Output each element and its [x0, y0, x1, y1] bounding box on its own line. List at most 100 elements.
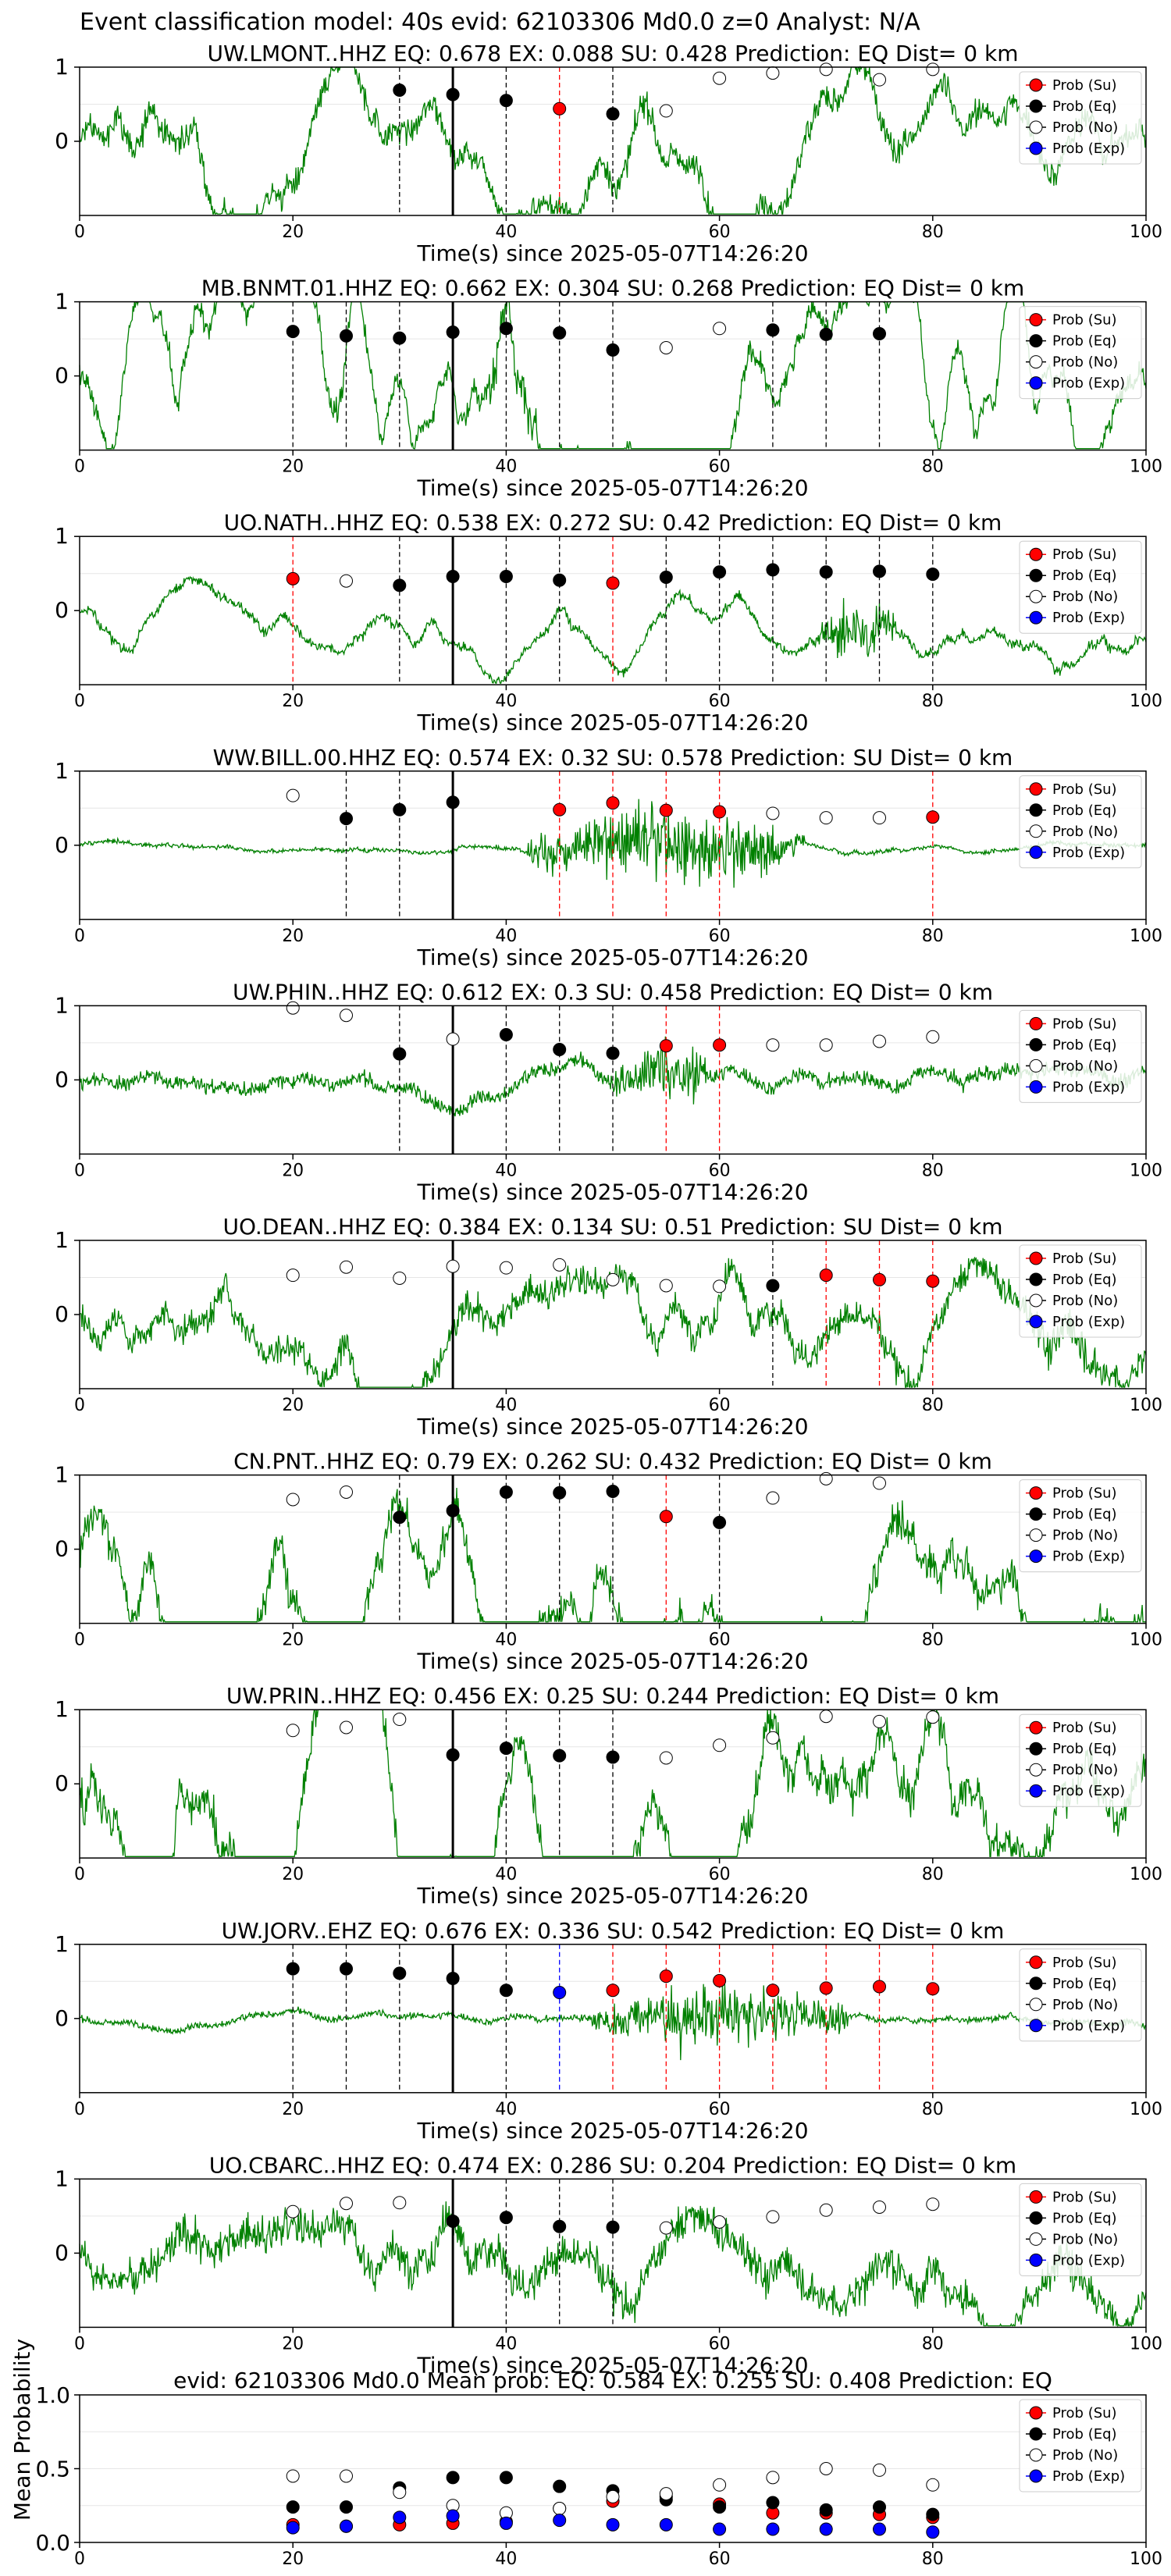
- x-tick-label: 60: [709, 2100, 731, 2119]
- x-axis-label: Time(s) since 2025-05-07T14:26:20: [416, 1179, 808, 1204]
- legend-label: Prob (No): [1052, 354, 1118, 371]
- legend-marker: [1029, 1976, 1043, 1991]
- mean-marker-eq: [926, 2507, 940, 2521]
- prob-marker-su: [606, 796, 620, 810]
- legend-label: Prob (Exp): [1052, 1549, 1125, 1565]
- legend-label: Prob (No): [1052, 2231, 1118, 2247]
- prob-marker-no: [926, 1710, 940, 1724]
- station-panel: UO.NATH..HHZ EQ: 0.538 EX: 0.272 SU: 0.4…: [55, 510, 1162, 735]
- x-tick-label: 60: [709, 457, 731, 477]
- x-tick-label: 100: [1130, 1865, 1162, 1884]
- legend-label: Prob (Exp): [1052, 1079, 1125, 1095]
- y-tick-label: 0: [55, 1066, 69, 1092]
- x-tick-label: 0: [74, 222, 85, 242]
- y-tick-label: 1: [55, 1462, 69, 1488]
- prob-marker-eq: [446, 1503, 460, 1517]
- x-axis-label: Time(s) since 2025-05-07T14:26:20: [416, 2118, 808, 2144]
- prob-marker-eq: [446, 570, 460, 583]
- mean-marker-eq: [766, 2496, 780, 2510]
- prob-marker-eq: [446, 1972, 460, 1985]
- x-tick-label: 60: [709, 222, 731, 242]
- legend-marker: [1029, 845, 1043, 859]
- prob-marker-eq: [553, 573, 567, 587]
- x-tick-label: 100: [1130, 2334, 1162, 2354]
- prob-marker-no: [659, 1751, 673, 1765]
- x-tick-label: 80: [922, 692, 944, 711]
- prob-marker-no: [393, 1271, 407, 1285]
- prob-marker-no: [873, 1476, 886, 1490]
- y-tick-label: 1: [55, 1931, 69, 1957]
- legend-box: [1019, 1479, 1142, 1573]
- y-tick-label: 1: [55, 758, 69, 784]
- prob-marker-eq: [713, 1515, 727, 1529]
- legend-label: Prob (No): [1052, 119, 1118, 136]
- x-tick-label: 80: [922, 2334, 944, 2354]
- panel-title: CN.PNT..HHZ EQ: 0.79 EX: 0.262 SU: 0.432…: [233, 1449, 992, 1475]
- station-panel: MB.BNMT.01.HHZ EQ: 0.662 EX: 0.304 SU: 0…: [55, 276, 1162, 501]
- legend-marker: [1029, 120, 1043, 134]
- mean-marker-eq: [446, 2471, 460, 2485]
- legend-box: [1019, 71, 1142, 165]
- mean-marker-no: [659, 2487, 673, 2501]
- prob-marker-no: [713, 322, 727, 336]
- x-tick-label: 100: [1130, 222, 1162, 242]
- mean-marker-exp: [659, 2517, 673, 2532]
- prob-marker-no: [713, 1279, 727, 1293]
- prob-marker-eq: [393, 1047, 407, 1061]
- x-tick-label: 20: [282, 457, 304, 477]
- legend-marker: [1029, 2253, 1043, 2267]
- prob-marker-no: [340, 1009, 353, 1023]
- prob-marker-eq: [819, 327, 833, 341]
- panel-title: UW.PRIN..HHZ EQ: 0.456 EX: 0.25 SU: 0.24…: [226, 1683, 999, 1709]
- prob-marker-no: [393, 2196, 407, 2210]
- legend-marker: [1029, 1059, 1043, 1073]
- legend-marker: [1029, 141, 1043, 155]
- prob-marker-no: [713, 71, 727, 85]
- prob-marker-eq: [393, 1510, 407, 1525]
- prob-marker-no: [340, 2197, 353, 2211]
- mean-marker-no: [873, 2463, 886, 2477]
- x-axis-label: Time(s) since 2025-05-07T14:26:20: [416, 710, 808, 735]
- mean-marker-eq: [873, 2500, 886, 2514]
- panels: UW.LMONT..HHZ EQ: 0.678 EX: 0.088 SU: 0.…: [9, 41, 1162, 2569]
- waveform-trace: [79, 1487, 1146, 1624]
- prob-marker-su: [659, 1969, 673, 1984]
- prob-marker-eq: [873, 564, 886, 578]
- prob-marker-no: [926, 62, 940, 76]
- x-tick-label: 60: [709, 927, 731, 946]
- legend-label: Prob (No): [1052, 1528, 1118, 1544]
- x-tick-label: 60: [709, 1161, 731, 1180]
- x-tick-label: 40: [495, 457, 517, 477]
- prob-marker-no: [286, 1493, 300, 1507]
- prob-marker-no: [286, 1724, 300, 1738]
- x-tick-label: 60: [709, 1396, 731, 1415]
- mean-marker-exp: [553, 2514, 567, 2528]
- y-tick-label: 1: [55, 1227, 69, 1253]
- prob-marker-no: [659, 1279, 673, 1293]
- legend-label: Prob (No): [1052, 1762, 1118, 1778]
- legend-label: Prob (No): [1052, 589, 1118, 605]
- legend-marker: [1029, 2469, 1043, 2483]
- mean-marker-eq: [713, 2500, 727, 2514]
- y-tick-label: 0.5: [35, 2457, 70, 2482]
- x-tick-label: 20: [282, 2549, 304, 2569]
- prob-marker-su: [286, 571, 300, 585]
- prob-marker-no: [819, 1710, 833, 1724]
- legend-marker: [1029, 568, 1043, 582]
- prob-marker-su: [766, 1984, 780, 1998]
- legend-box: [1019, 540, 1142, 634]
- station-panel: UW.JORV..EHZ EQ: 0.676 EX: 0.336 SU: 0.5…: [55, 1918, 1162, 2144]
- prob-marker-eq: [393, 802, 407, 817]
- x-tick-label: 20: [282, 222, 304, 242]
- prob-marker-no: [766, 1731, 780, 1745]
- panel-title: UW.PHIN..HHZ EQ: 0.612 EX: 0.3 SU: 0.458…: [233, 979, 993, 1005]
- legend-marker: [1029, 2448, 1043, 2462]
- x-tick-label: 100: [1130, 2549, 1162, 2569]
- prob-marker-su: [659, 1039, 673, 1053]
- station-panel: CN.PNT..HHZ EQ: 0.79 EX: 0.262 SU: 0.432…: [55, 1449, 1162, 1674]
- y-tick-label: 0: [55, 363, 69, 389]
- prob-marker-su: [819, 1268, 833, 1283]
- prob-marker-eq: [340, 329, 353, 343]
- legend-marker: [1029, 1742, 1043, 1756]
- prob-marker-no: [873, 811, 886, 825]
